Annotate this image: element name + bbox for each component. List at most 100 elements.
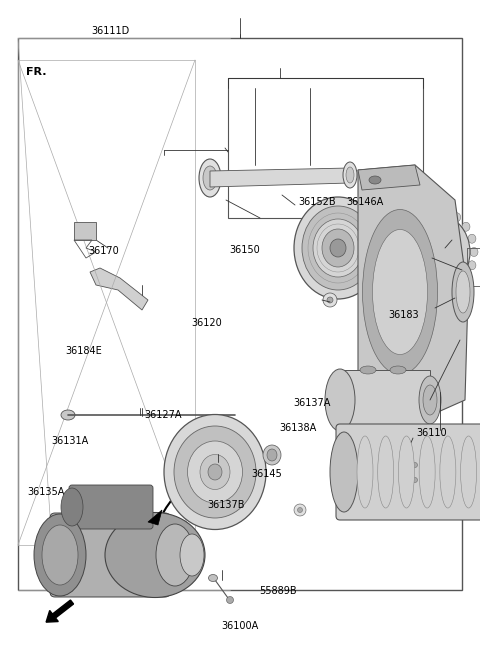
Ellipse shape <box>313 219 363 277</box>
Text: 36135A: 36135A <box>27 487 64 497</box>
Ellipse shape <box>423 385 437 415</box>
Ellipse shape <box>323 293 337 307</box>
Polygon shape <box>210 168 350 187</box>
Ellipse shape <box>461 436 477 508</box>
Ellipse shape <box>468 234 476 243</box>
Ellipse shape <box>428 205 436 213</box>
Ellipse shape <box>61 410 75 420</box>
Ellipse shape <box>372 230 428 354</box>
Ellipse shape <box>428 291 436 300</box>
FancyArrow shape <box>46 600 73 622</box>
Bar <box>467 248 480 286</box>
Ellipse shape <box>456 271 470 313</box>
Ellipse shape <box>208 575 217 581</box>
Ellipse shape <box>394 273 402 282</box>
Ellipse shape <box>174 426 256 518</box>
Ellipse shape <box>325 369 355 431</box>
Ellipse shape <box>403 282 411 291</box>
Text: 36183: 36183 <box>388 310 419 320</box>
Ellipse shape <box>388 234 396 243</box>
Text: 36110: 36110 <box>417 428 447 438</box>
Ellipse shape <box>453 213 461 222</box>
Ellipse shape <box>390 366 406 374</box>
Text: 36120: 36120 <box>191 318 222 328</box>
Ellipse shape <box>394 222 402 231</box>
Ellipse shape <box>357 436 373 508</box>
Ellipse shape <box>42 525 78 585</box>
Ellipse shape <box>447 218 457 286</box>
Text: 36170: 36170 <box>88 246 119 256</box>
Ellipse shape <box>415 289 423 297</box>
FancyBboxPatch shape <box>49 522 73 570</box>
Polygon shape <box>358 165 420 190</box>
Ellipse shape <box>387 462 393 468</box>
Ellipse shape <box>441 289 449 297</box>
Text: 36138A: 36138A <box>279 423 316 433</box>
Bar <box>74 222 96 240</box>
Ellipse shape <box>403 213 411 222</box>
Polygon shape <box>148 510 162 525</box>
Text: 36137B: 36137B <box>207 501 244 510</box>
Text: 36146A: 36146A <box>346 197 384 207</box>
Ellipse shape <box>330 432 358 512</box>
Text: 36152B: 36152B <box>298 197 336 207</box>
Text: 36145: 36145 <box>251 469 282 479</box>
Ellipse shape <box>199 159 221 197</box>
Ellipse shape <box>369 176 381 184</box>
Ellipse shape <box>208 464 222 480</box>
Text: FR.: FR. <box>26 68 47 77</box>
Ellipse shape <box>378 436 394 508</box>
Text: 36150: 36150 <box>229 245 260 255</box>
Ellipse shape <box>346 167 354 183</box>
Ellipse shape <box>462 273 470 282</box>
Ellipse shape <box>267 449 277 461</box>
Ellipse shape <box>453 282 461 291</box>
Ellipse shape <box>386 247 394 256</box>
Ellipse shape <box>227 596 233 604</box>
Text: 36143A: 36143A <box>144 541 182 551</box>
Bar <box>18 38 462 590</box>
FancyBboxPatch shape <box>50 513 170 597</box>
FancyBboxPatch shape <box>336 424 480 520</box>
Ellipse shape <box>302 206 374 290</box>
Ellipse shape <box>327 297 333 303</box>
Ellipse shape <box>441 207 449 216</box>
Ellipse shape <box>440 436 456 508</box>
Ellipse shape <box>164 415 266 529</box>
Ellipse shape <box>360 366 376 374</box>
Ellipse shape <box>322 229 354 267</box>
Ellipse shape <box>330 239 346 257</box>
Ellipse shape <box>398 436 414 508</box>
Polygon shape <box>358 165 468 420</box>
Ellipse shape <box>180 534 204 576</box>
Polygon shape <box>340 370 430 430</box>
Ellipse shape <box>203 166 217 190</box>
Ellipse shape <box>156 524 194 586</box>
Ellipse shape <box>470 247 478 256</box>
FancyArrowPatch shape <box>163 470 232 512</box>
Bar <box>228 78 423 218</box>
Ellipse shape <box>388 261 396 270</box>
Text: 36137A: 36137A <box>293 398 331 408</box>
Ellipse shape <box>372 406 384 414</box>
Text: 36184E: 36184E <box>66 346 102 356</box>
Ellipse shape <box>263 445 281 465</box>
Ellipse shape <box>406 225 458 279</box>
Ellipse shape <box>294 504 306 516</box>
Ellipse shape <box>298 508 302 512</box>
Ellipse shape <box>419 376 441 424</box>
Polygon shape <box>90 268 148 310</box>
Text: 36131A: 36131A <box>51 436 88 446</box>
Ellipse shape <box>188 441 242 503</box>
Ellipse shape <box>462 222 470 231</box>
Ellipse shape <box>394 212 470 292</box>
Text: 36111D: 36111D <box>91 26 130 36</box>
Ellipse shape <box>343 162 357 188</box>
Text: 55889B: 55889B <box>260 586 297 596</box>
Ellipse shape <box>419 436 435 508</box>
Ellipse shape <box>200 455 230 489</box>
Ellipse shape <box>412 478 418 483</box>
Ellipse shape <box>61 488 83 526</box>
Text: 36100A: 36100A <box>221 621 259 631</box>
Ellipse shape <box>412 462 418 468</box>
